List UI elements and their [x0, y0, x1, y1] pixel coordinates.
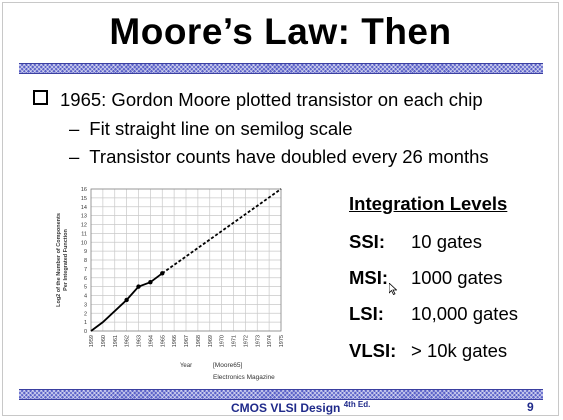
footer-band — [19, 389, 543, 400]
y-tick-label: 12 — [81, 223, 87, 229]
y-tick-label: 9 — [84, 249, 87, 255]
footer-title: CMOS VLSI Design 4th Ed. — [231, 400, 370, 415]
dash-bullet: – — [69, 118, 80, 139]
measured-trend-line — [90, 272, 163, 332]
title-band — [19, 63, 543, 74]
data-point — [136, 284, 141, 289]
x-tick-label: 1964 — [148, 335, 154, 347]
subbullet-item: – Transistor counts have doubled every 26… — [69, 146, 489, 168]
level-abbr: MSI: — [349, 267, 389, 288]
x-tick-label: 1965 — [160, 335, 166, 347]
subbullet-text: Transistor counts have doubled every 26 … — [89, 146, 489, 167]
page-number: 9 — [527, 400, 534, 414]
checkbox-bullet-icon — [33, 90, 48, 105]
y-tick-label: 5 — [84, 285, 87, 291]
data-point — [124, 297, 129, 303]
dash-bullet: – — [69, 146, 80, 167]
x-tick-label: 1960 — [101, 335, 107, 347]
y-tick-label: 11 — [81, 231, 87, 237]
y-tick-label: 8 — [84, 258, 87, 264]
x-tick-label: 1974 — [267, 335, 273, 347]
y-tick-label: 7 — [84, 267, 87, 273]
plot-frame — [90, 188, 282, 332]
mouse-pointer-icon — [389, 283, 397, 295]
x-tick-label: 1970 — [220, 335, 226, 347]
bullet-item: 1965: Gordon Moore plotted transistor on… — [33, 89, 483, 111]
levels-title: Integration Levels — [349, 193, 508, 214]
x-tick-label: 1973 — [255, 335, 261, 347]
source-label: Electronics Magazine — [213, 374, 275, 381]
level-abbr: SSI: — [349, 231, 385, 252]
slide-title: Moore’s Law: Then — [109, 11, 452, 52]
data-point — [148, 279, 153, 285]
x-tick-label: 1966 — [172, 335, 178, 347]
course-title: CMOS VLSI Design — [231, 401, 341, 415]
slide: Moore’s Law: Then 1965: Gordon Moore plo… — [2, 2, 559, 416]
x-tick-label: 1961 — [113, 335, 119, 347]
x-tick-label: 1959 — [89, 335, 95, 347]
subbullet-item: – Fit straight line on semilog scale — [69, 118, 353, 140]
x-axis-label: Year — [180, 363, 192, 369]
level-abbr: VLSI: — [349, 340, 397, 361]
level-value: 10 gates — [411, 231, 482, 252]
y-tick-label: 4 — [84, 294, 87, 300]
extrapolated-trend-line — [161, 188, 282, 275]
y-tick-label: 3 — [84, 302, 87, 308]
y-axis-label: Log2 of the Number of ComponentsPer Inte… — [56, 213, 69, 307]
level-value: 1000 gates — [411, 267, 503, 288]
level-row: LSI: 10,000 gates — [349, 303, 518, 325]
y-tick-label: 10 — [81, 240, 87, 246]
y-tick-label: 16 — [81, 187, 87, 193]
x-tick-label: 1975 — [279, 335, 285, 347]
y-tick-label: 2 — [84, 311, 87, 317]
edition-label: 4th Ed. — [343, 400, 371, 409]
x-tick-label: 1969 — [208, 335, 214, 347]
y-tick-label: 1 — [84, 320, 87, 326]
x-tick-label: 1963 — [137, 335, 143, 347]
x-tick-label: 1968 — [196, 335, 202, 347]
y-tick-label: 13 — [81, 214, 87, 220]
subbullet-text: Fit straight line on semilog scale — [89, 118, 353, 139]
y-tick-label: 15 — [81, 196, 87, 202]
y-tick-label: 14 — [81, 205, 87, 211]
level-row: VLSI: > 10k gates — [349, 340, 507, 362]
y-tick-label: 0 — [84, 329, 87, 335]
level-row: SSI: 10 gates — [349, 231, 482, 253]
x-tick-label: 1971 — [232, 335, 238, 347]
x-tick-label: 1962 — [125, 335, 131, 347]
bullet-text: 1965: Gordon Moore plotted transistor on… — [60, 89, 483, 110]
moore-chart: 0 1 2 3 4 5 6 7 8 9 10 11 12 13 14 15 16 1959 1960 1961 1962… — [53, 183, 293, 383]
citation-label: [Moore65] — [213, 362, 242, 369]
x-tick-label: 1972 — [243, 335, 249, 347]
level-value: > 10k gates — [411, 340, 508, 361]
x-tick-label: 1967 — [184, 335, 190, 347]
level-value: 10,000 gates — [411, 303, 518, 324]
level-row: MSI: 1000 gates — [349, 267, 503, 289]
level-abbr: LSI: — [349, 303, 384, 324]
y-tick-label: 6 — [84, 276, 87, 282]
